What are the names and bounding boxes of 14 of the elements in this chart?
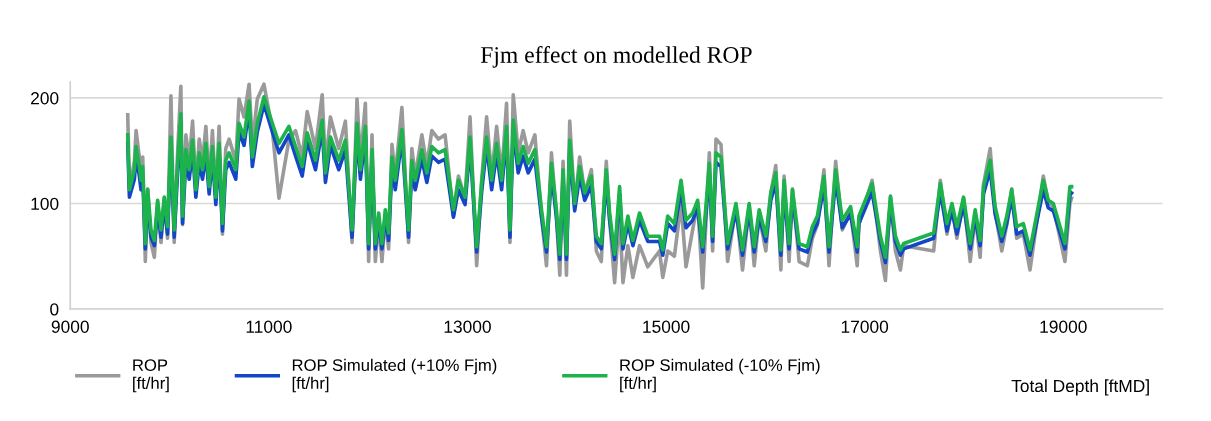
x-tick-label: 15000 (643, 320, 690, 333)
y-tick-label: 0 (50, 303, 59, 316)
legend-label: ROP Simulated (+10% Fjm) [ft/hr] (292, 358, 497, 393)
x-tick-label: 9000 (51, 320, 89, 333)
x-tick-label: 13000 (444, 320, 491, 333)
x-tick-label: 11000 (246, 320, 292, 333)
legend-label: ROP Simulated (-10% Fjm) [ft/hr] (620, 358, 820, 393)
y-tick-label: 100 (31, 197, 59, 210)
x-axis-title: Total Depth [ftMD] (1011, 379, 1149, 396)
x-tick-label: 19000 (1040, 320, 1087, 333)
x-tick-label: 17000 (841, 320, 889, 333)
legend-label: ROP [ft/hr] (133, 359, 169, 393)
y-tick-label: 200 (31, 92, 59, 105)
chart-title: Fjm effect on modelled ROP (480, 46, 752, 68)
